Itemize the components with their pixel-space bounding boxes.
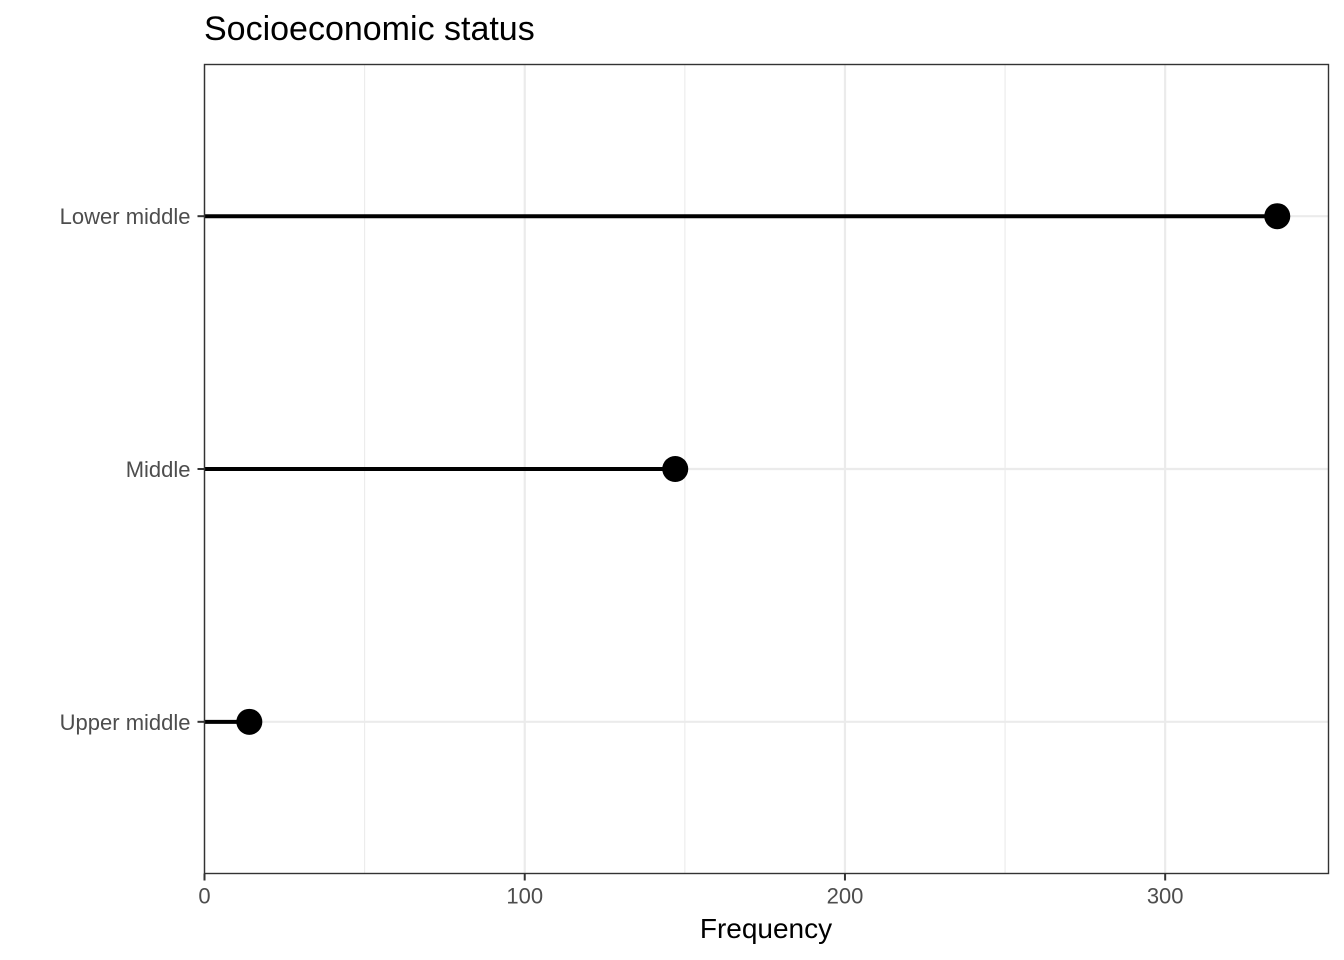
y-tick-label: Upper middle [60,710,191,735]
y-tick-label: Middle [126,457,191,482]
chart-marks [204,203,1291,735]
x-tick-label: 0 [198,884,210,909]
y-axis: Lower middle Middle Upper middle [60,204,205,735]
lollipop-point [236,708,263,735]
chart-title: Socioeconomic status [204,10,535,48]
x-axis: 0 100 200 300 [198,873,1184,909]
lollipop-point [1264,203,1291,230]
x-tick-label: 200 [827,884,864,909]
x-axis-title: Frequency [700,913,832,944]
x-tick-label: 100 [506,884,543,909]
lollipop-point [662,456,689,482]
y-tick-label: Lower middle [60,204,191,229]
x-tick-label: 300 [1147,884,1184,909]
